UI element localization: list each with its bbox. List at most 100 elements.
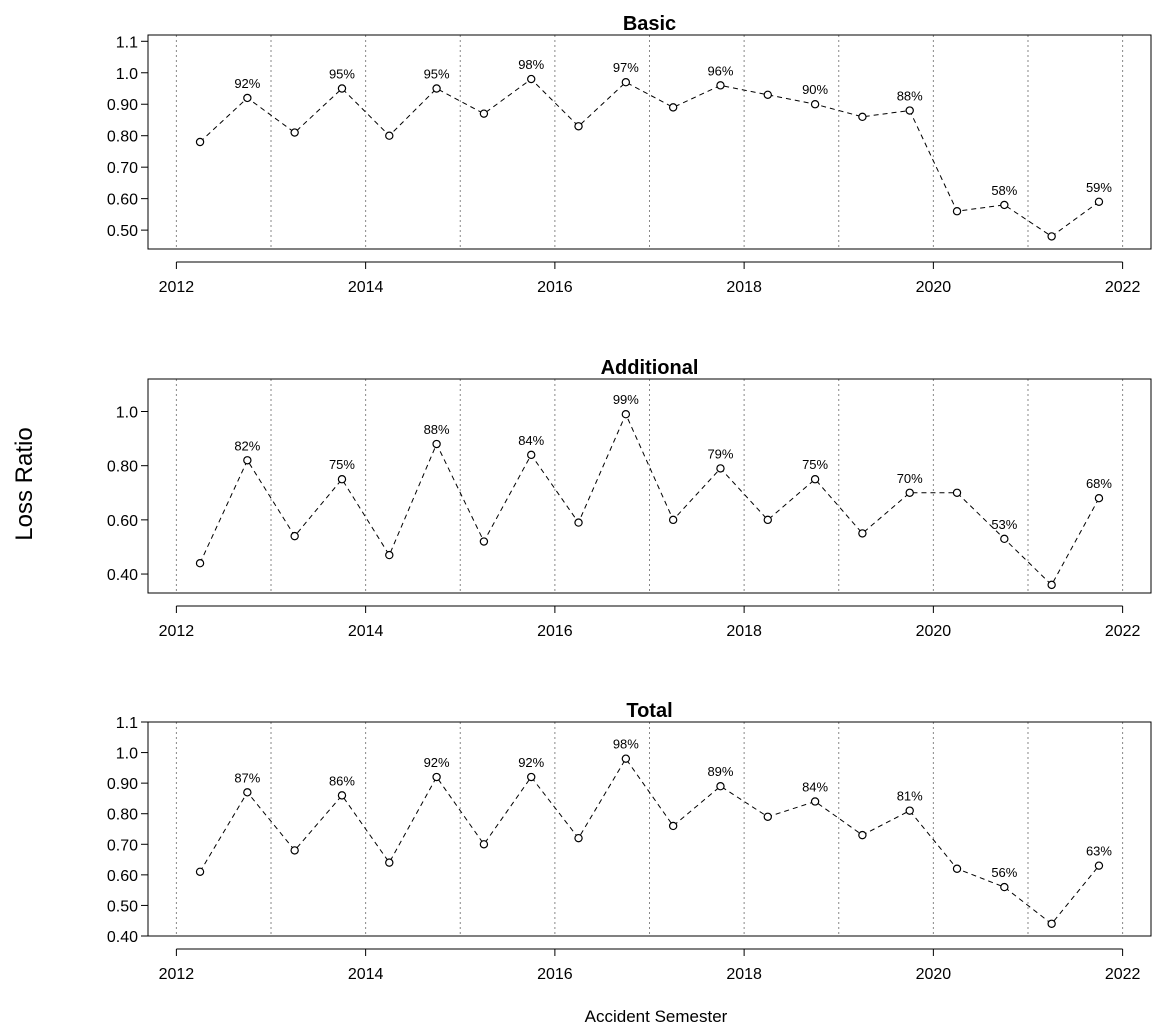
- data-point: [716, 81, 725, 90]
- data-label: 99%: [613, 392, 639, 407]
- y-axis-label: Loss Ratio: [11, 427, 38, 540]
- data-point: [716, 782, 725, 791]
- x-tick-label: 2016: [537, 623, 573, 640]
- y-tick-label: 1.1: [116, 34, 138, 51]
- y-tick-label: 0.70: [107, 837, 138, 854]
- data-point: [337, 84, 347, 93]
- data-label: 90%: [802, 82, 828, 97]
- data-label: 82%: [234, 438, 260, 453]
- panel-title: Additional: [601, 357, 699, 379]
- plot-frame: [147, 34, 1152, 250]
- data-point: [810, 797, 820, 806]
- data-label: 95%: [329, 67, 355, 82]
- data-point: [905, 106, 914, 115]
- data-label: 84%: [802, 779, 828, 794]
- x-tick-label: 2016: [537, 279, 573, 296]
- data-point: [479, 109, 489, 118]
- data-point: [385, 858, 394, 867]
- data-label: 59%: [1086, 180, 1112, 195]
- data-label: 79%: [707, 446, 733, 461]
- data-point: [763, 812, 772, 821]
- data-label: 84%: [518, 433, 544, 448]
- x-tick-label: 2018: [726, 966, 762, 983]
- x-tick-label: 2022: [1105, 623, 1141, 640]
- data-point: [810, 100, 820, 109]
- data-point: [195, 137, 205, 147]
- data-point: [432, 439, 441, 449]
- x-tick-label: 2014: [348, 279, 384, 296]
- y-tick-label: 0.40: [107, 567, 138, 584]
- x-tick-label: 2018: [726, 279, 762, 296]
- y-tick-label: 0.50: [107, 223, 138, 240]
- chart-panels: Basic 0.50 0.60 0.70 0.80 0.90 1.0 1.1 2012 2014 2…: [107, 13, 1152, 983]
- y-tick-label: 0.60: [107, 192, 138, 209]
- data-label: 63%: [1086, 844, 1112, 859]
- panel-total: Total 0.40 0.50 0.60 0.70 0.80 0.90 1.0 1.1 2012 2…: [107, 700, 1152, 983]
- data-point: [668, 821, 678, 831]
- y-tick-label: 0.40: [107, 929, 138, 946]
- data-point: [290, 531, 299, 541]
- x-tick-label: 2012: [159, 279, 195, 296]
- data-point: [1047, 580, 1056, 590]
- data-point: [1047, 232, 1056, 241]
- data-label: 98%: [613, 737, 639, 752]
- x-tick-label: 2012: [159, 623, 195, 640]
- data-point: [1094, 197, 1104, 206]
- data-point: [952, 864, 962, 873]
- data-point: [479, 840, 489, 849]
- data-point: [290, 846, 299, 855]
- data-label: 92%: [234, 76, 260, 91]
- data-point: [621, 754, 631, 763]
- data-label: 81%: [897, 789, 923, 804]
- x-tick-label: 2014: [348, 966, 384, 983]
- data-point: [385, 131, 394, 140]
- plot-frame: [147, 378, 1152, 594]
- y-tick-label: 1.0: [116, 405, 138, 422]
- x-tick-label: 2012: [159, 966, 195, 983]
- data-point: [668, 103, 678, 112]
- data-point: [952, 207, 962, 216]
- y-tick-label: 1.1: [116, 715, 138, 732]
- data-label: 98%: [518, 57, 544, 72]
- data-point: [905, 806, 914, 815]
- data-point: [763, 515, 772, 525]
- data-point: [574, 122, 583, 131]
- y-tick-label: 1.0: [116, 746, 138, 763]
- data-point: [621, 410, 631, 419]
- data-point: [763, 90, 772, 99]
- data-point: [810, 475, 820, 484]
- data-label: 87%: [234, 770, 260, 785]
- data-point: [337, 475, 347, 484]
- data-point: [1000, 200, 1009, 210]
- data-point: [1000, 534, 1009, 544]
- data-label: 92%: [518, 755, 544, 770]
- data-label: 88%: [424, 422, 450, 437]
- data-label: 75%: [802, 457, 828, 472]
- y-tick-label: 0.90: [107, 776, 138, 793]
- y-tick-label: 1.0: [116, 66, 138, 83]
- data-point: [1047, 919, 1056, 928]
- data-point: [1000, 882, 1009, 892]
- series-line: [199, 412, 1100, 586]
- data-label: 97%: [613, 60, 639, 75]
- data-label: 56%: [991, 865, 1017, 880]
- data-label: 95%: [424, 67, 450, 82]
- data-point: [432, 84, 441, 93]
- data-point: [195, 867, 205, 877]
- data-label: 70%: [897, 471, 923, 486]
- data-point: [1094, 861, 1104, 870]
- data-point: [527, 772, 536, 782]
- data-label: 68%: [1086, 476, 1112, 491]
- data-label: 88%: [897, 89, 923, 104]
- data-point: [527, 450, 536, 460]
- x-tick-label: 2022: [1105, 279, 1141, 296]
- y-tick-label: 0.70: [107, 160, 138, 177]
- data-point: [716, 464, 725, 473]
- data-label: 96%: [707, 63, 733, 78]
- x-tick-label: 2014: [348, 623, 384, 640]
- data-point: [858, 112, 867, 122]
- x-tick-label: 2020: [916, 279, 952, 296]
- x-tick-label: 2020: [916, 623, 952, 640]
